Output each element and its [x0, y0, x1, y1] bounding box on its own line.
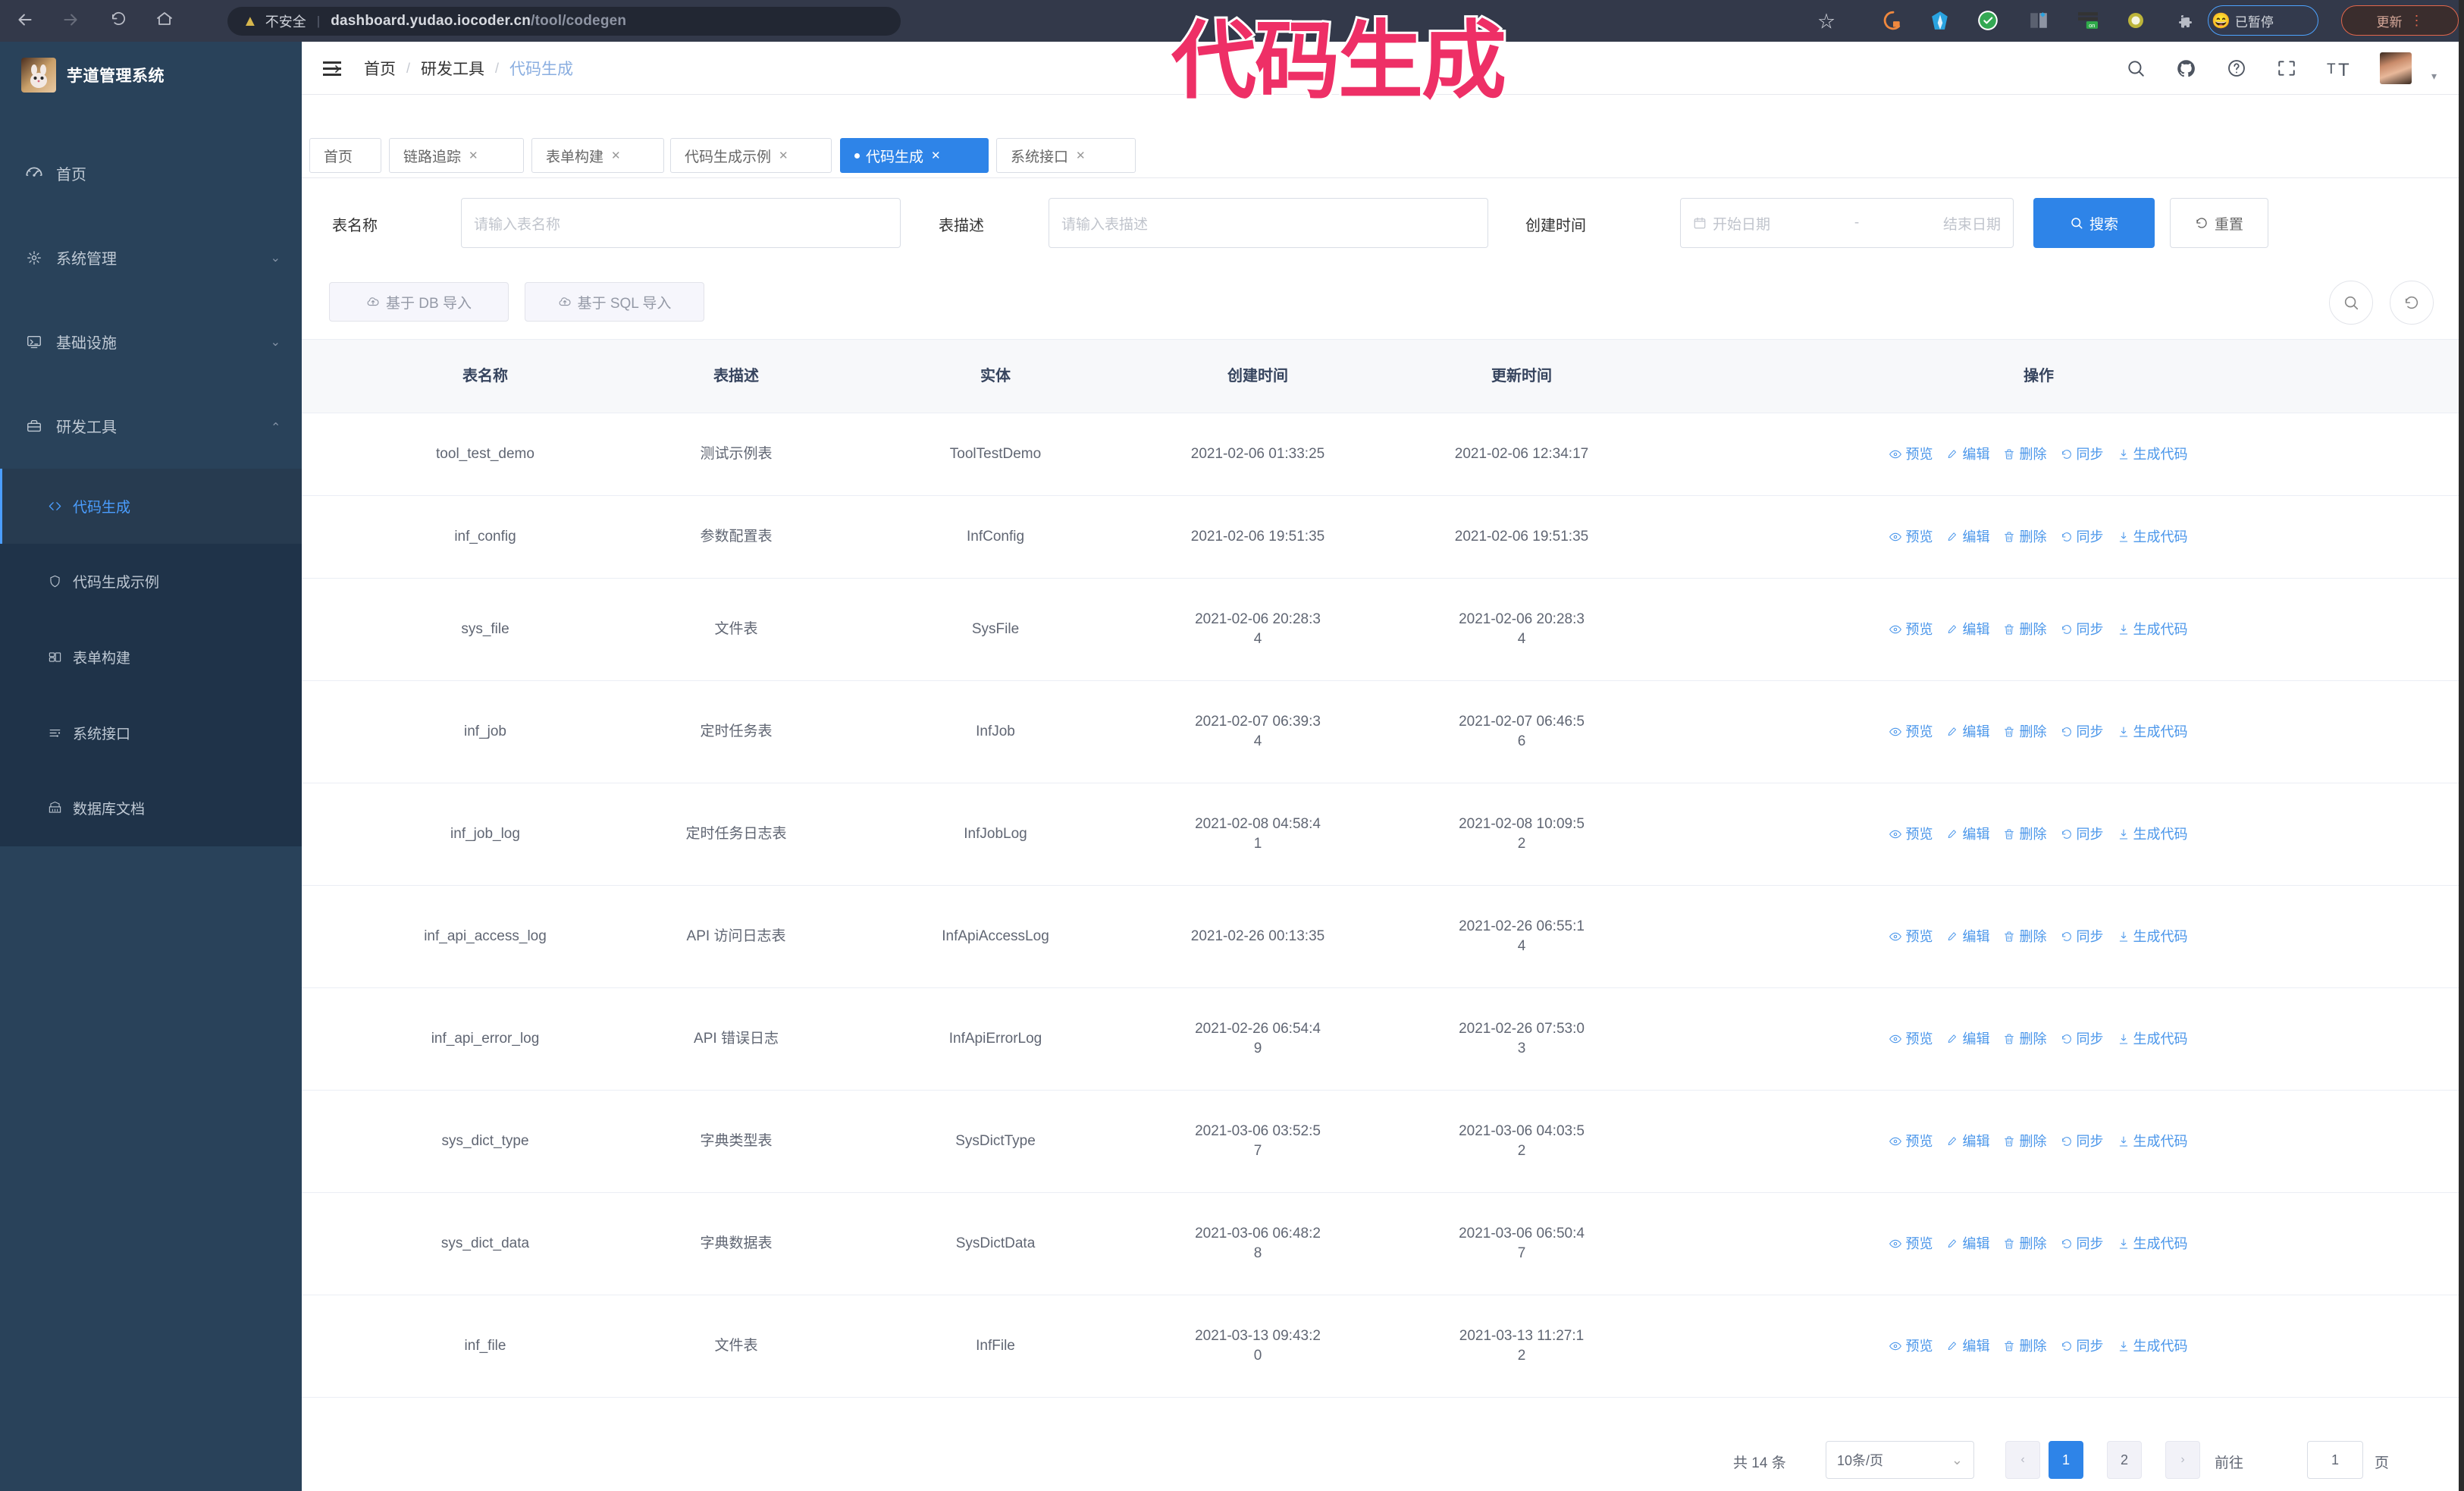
- svg-text:T: T: [2327, 61, 2336, 77]
- svg-text:on: on: [2089, 22, 2095, 29]
- svg-text:T: T: [2338, 60, 2350, 78]
